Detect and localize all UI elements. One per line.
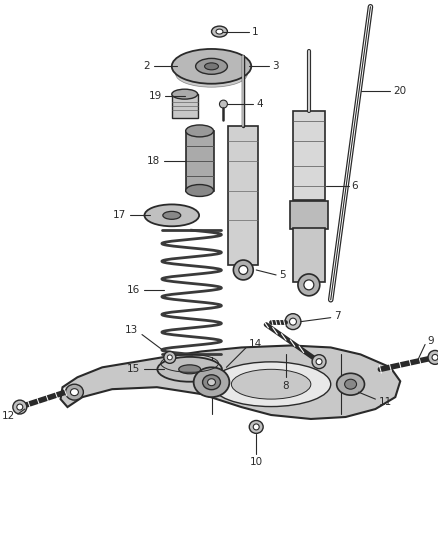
Ellipse shape [205, 63, 219, 70]
Bar [228, 126, 258, 265]
Ellipse shape [219, 100, 227, 108]
Ellipse shape [71, 389, 78, 395]
Ellipse shape [212, 26, 227, 37]
Ellipse shape [304, 280, 314, 290]
Ellipse shape [290, 318, 297, 325]
Ellipse shape [172, 89, 198, 99]
Ellipse shape [428, 350, 438, 365]
Text: 3: 3 [272, 61, 279, 71]
Ellipse shape [13, 400, 27, 414]
Text: 5: 5 [279, 270, 286, 280]
Text: 7: 7 [334, 311, 340, 321]
Ellipse shape [157, 357, 222, 382]
Ellipse shape [186, 184, 213, 197]
Text: 14: 14 [249, 340, 262, 350]
Ellipse shape [337, 373, 364, 395]
Ellipse shape [172, 49, 251, 84]
Ellipse shape [66, 384, 83, 400]
Ellipse shape [216, 29, 223, 34]
Text: 8: 8 [283, 381, 290, 391]
Bar [186, 131, 213, 190]
Ellipse shape [145, 205, 199, 227]
Ellipse shape [163, 212, 181, 219]
Ellipse shape [253, 424, 259, 430]
Text: 6: 6 [352, 181, 358, 190]
Text: 1: 1 [252, 27, 259, 37]
Ellipse shape [176, 61, 247, 87]
Ellipse shape [186, 125, 213, 137]
Ellipse shape [432, 354, 438, 360]
Bar [293, 111, 325, 200]
Text: 2: 2 [143, 61, 150, 71]
Ellipse shape [179, 365, 201, 374]
Ellipse shape [316, 359, 322, 365]
Bar [172, 94, 198, 118]
Ellipse shape [345, 379, 357, 389]
Ellipse shape [208, 379, 215, 386]
Ellipse shape [233, 260, 253, 280]
Ellipse shape [285, 314, 301, 329]
Text: 18: 18 [147, 156, 160, 166]
Ellipse shape [231, 369, 311, 399]
Text: 10: 10 [250, 457, 263, 467]
Ellipse shape [312, 354, 326, 369]
Text: 11: 11 [378, 397, 392, 407]
Ellipse shape [17, 404, 23, 410]
Text: 16: 16 [127, 285, 140, 295]
Ellipse shape [203, 375, 220, 390]
Ellipse shape [239, 265, 248, 274]
Ellipse shape [194, 367, 230, 397]
Text: 17: 17 [113, 211, 126, 220]
Text: 19: 19 [148, 91, 162, 101]
Text: 9: 9 [427, 336, 434, 346]
Ellipse shape [167, 355, 172, 360]
Text: 4: 4 [256, 99, 263, 109]
Text: 13: 13 [125, 325, 138, 335]
Polygon shape [60, 345, 400, 419]
Bar [290, 201, 328, 229]
Text: 12: 12 [2, 411, 15, 421]
Ellipse shape [249, 421, 263, 433]
Text: 15: 15 [127, 365, 140, 374]
Bar [293, 228, 325, 282]
Text: 20: 20 [393, 86, 406, 96]
Ellipse shape [298, 274, 320, 296]
Ellipse shape [196, 59, 227, 74]
Ellipse shape [164, 351, 176, 364]
Ellipse shape [212, 362, 331, 407]
